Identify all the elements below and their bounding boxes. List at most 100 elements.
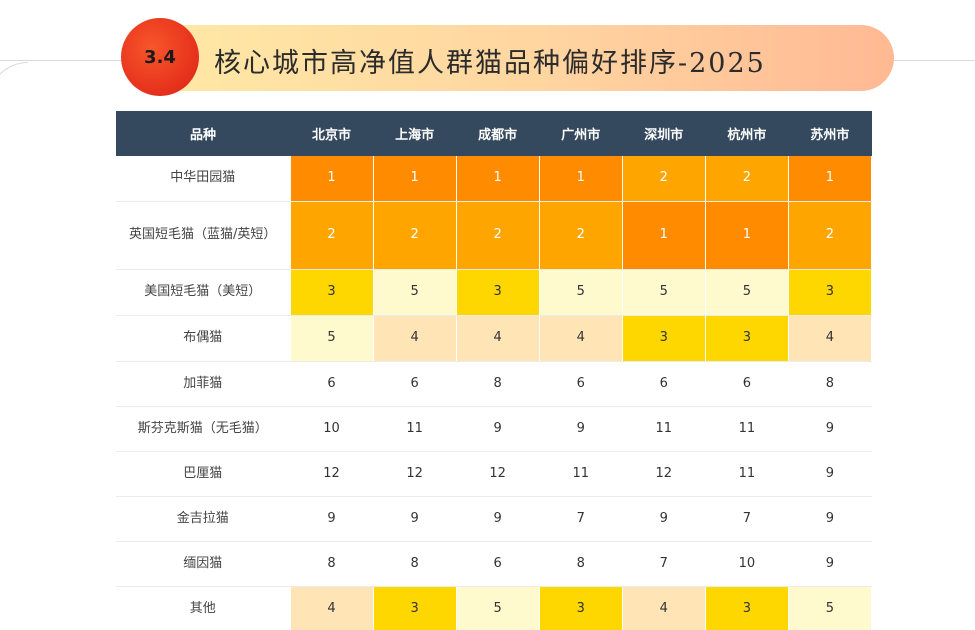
rank-cell: 6 [373,361,457,407]
table-header-row: 品种 北京市 上海市 成都市 广州市 深圳市 杭州市 苏州市 [116,111,872,156]
rank-cell: 3 [705,315,789,362]
title-banner [150,25,894,91]
breed-name-cell: 中华田园猫 [116,156,291,202]
table-row: 布偶猫 5 4 4 4 3 3 4 [116,315,873,362]
rank-cell: 3 [539,586,623,630]
rank-cell: 4 [622,586,706,630]
rank-cell: 9 [539,406,623,452]
rank-cell: 4 [788,315,873,362]
column-header: 上海市 [373,111,457,156]
breed-name-cell: 斯芬克斯猫（无毛猫） [116,406,291,452]
rank-cell: 2 [622,156,706,202]
rank-cell: 4 [290,586,374,630]
breed-name-cell: 缅因猫 [116,541,291,587]
rank-cell: 1 [539,156,623,202]
rank-cell: 5 [539,269,623,316]
table-row: 美国短毛猫（美短） 3 5 3 5 5 5 3 [116,269,873,316]
rank-cell: 6 [539,361,623,407]
rank-cell: 12 [373,451,457,497]
rank-cell: 5 [373,269,457,316]
rank-cell: 2 [705,156,789,202]
rank-cell: 2 [456,201,540,270]
breed-name-cell: 金吉拉猫 [116,496,291,542]
rank-cell: 3 [290,269,374,316]
rank-cell: 2 [373,201,457,270]
rank-cell: 6 [456,541,540,587]
rank-cell: 8 [373,541,457,587]
rank-cell: 6 [290,361,374,407]
rank-cell: 1 [622,201,706,270]
rank-cell: 8 [456,361,540,407]
decorative-curve [0,62,28,102]
rank-cell: 1 [290,156,374,202]
table-body: 中华田园猫 1 1 1 1 2 2 1 英国短毛猫（蓝猫/英短） 2 2 2 2 1 1 2 美国短毛猫（美短）… [116,156,873,630]
rank-cell: 6 [622,361,706,407]
rank-cell: 3 [622,315,706,362]
rank-cell: 8 [788,361,873,407]
table-row: 金吉拉猫 9 9 9 7 9 7 9 [116,496,873,542]
column-header: 成都市 [456,111,540,156]
rank-cell: 6 [705,361,789,407]
rank-cell: 9 [456,496,540,542]
rank-cell: 7 [539,496,623,542]
rank-cell: 2 [290,201,374,270]
rank-cell: 3 [373,586,457,630]
table-row: 巴厘猫 12 12 12 11 12 11 9 [116,451,873,497]
ranking-table: 品种 北京市 上海市 成都市 广州市 深圳市 杭州市 苏州市 中华田园猫 1 1 1 1… [116,111,873,630]
rank-cell: 12 [622,451,706,497]
rank-cell: 4 [539,315,623,362]
table-row: 其他 4 3 5 3 4 3 5 [116,586,873,630]
rank-cell: 9 [290,496,374,542]
column-header: 北京市 [290,111,374,156]
column-header: 苏州市 [788,111,872,156]
column-header: 广州市 [539,111,623,156]
rank-cell: 7 [705,496,789,542]
rank-cell: 1 [373,156,457,202]
section-badge: 3.4 [121,18,199,96]
breed-name-cell: 巴厘猫 [116,451,291,497]
rank-cell: 11 [705,406,789,452]
rank-cell: 4 [373,315,457,362]
rank-cell: 1 [788,156,873,202]
rank-cell: 3 [705,586,789,630]
rank-cell: 9 [622,496,706,542]
rank-cell: 5 [290,315,374,362]
column-header: 杭州市 [705,111,789,156]
rank-cell: 1 [705,201,789,270]
table-row: 加菲猫 6 6 8 6 6 6 8 [116,361,873,407]
rank-cell: 11 [539,451,623,497]
section-number: 3.4 [144,46,176,68]
rank-cell: 8 [539,541,623,587]
rank-cell: 10 [705,541,789,587]
rank-cell: 4 [456,315,540,362]
rank-cell: 2 [539,201,623,270]
rank-cell: 1 [456,156,540,202]
rank-cell: 12 [290,451,374,497]
rank-cell: 9 [788,541,873,587]
rank-cell: 5 [456,586,540,630]
rank-cell: 3 [788,269,873,316]
rank-cell: 9 [788,451,873,497]
breed-name-cell: 布偶猫 [116,315,291,362]
rank-cell: 8 [290,541,374,587]
breed-name-cell: 英国短毛猫（蓝猫/英短） [116,201,291,270]
page-title: 核心城市高净值人群猫品种偏好排序-2025 [214,48,766,79]
rank-cell: 5 [622,269,706,316]
column-header: 品种 [116,111,290,156]
table-row: 英国短毛猫（蓝猫/英短） 2 2 2 2 1 1 2 [116,201,873,270]
rank-cell: 11 [373,406,457,452]
rank-cell: 11 [705,451,789,497]
rank-cell: 7 [622,541,706,587]
rank-cell: 5 [788,586,873,630]
rank-cell: 2 [788,201,873,270]
rank-cell: 12 [456,451,540,497]
rank-cell: 9 [788,406,873,452]
rank-cell: 5 [705,269,789,316]
rank-cell: 9 [373,496,457,542]
breed-name-cell: 其他 [116,586,291,630]
rank-cell: 3 [456,269,540,316]
rank-cell: 9 [456,406,540,452]
breed-name-cell: 美国短毛猫（美短） [116,269,291,316]
column-header: 深圳市 [622,111,706,156]
breed-name-cell: 加菲猫 [116,361,291,407]
